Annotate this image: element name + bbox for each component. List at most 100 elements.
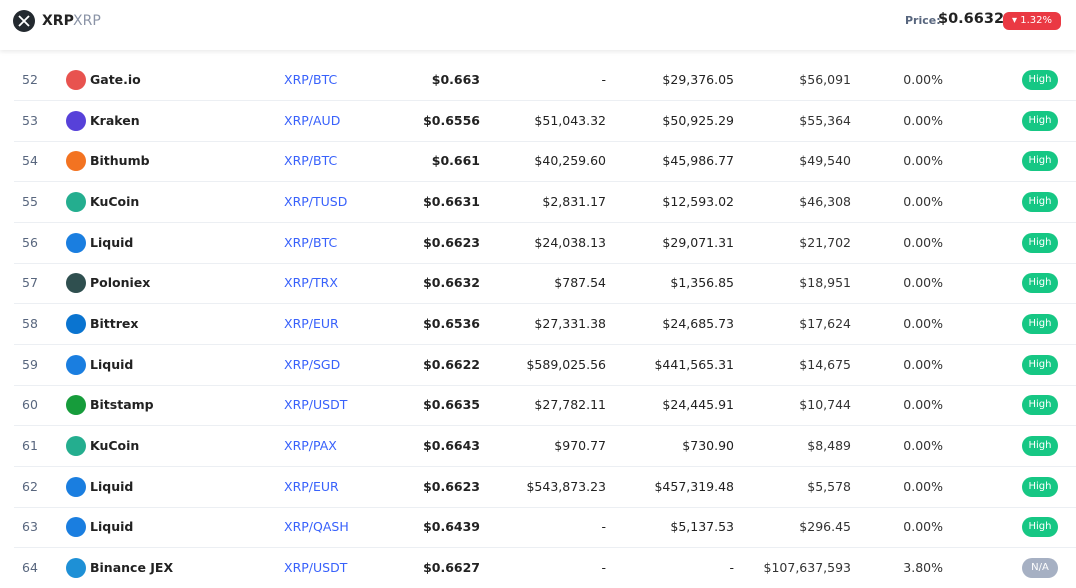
price: $0.6556 (423, 112, 480, 128)
table-row: 59 Liquid XRP/SGD $0.6622 $589,025.56 $441,56… (14, 345, 1076, 386)
depth-minus: $12,593.02 (662, 194, 734, 209)
table-row: 62 Liquid XRP/EUR $0.6623 $543,873.23 $457,31… (14, 467, 1076, 508)
volume: $46,308 (799, 194, 851, 209)
exchange-name[interactable]: KuCoin (90, 194, 140, 209)
confidence-badge: High (1022, 395, 1058, 416)
depth-plus: $543,873.23 (526, 478, 606, 494)
exchange-icon (66, 273, 86, 294)
logo (13, 10, 35, 32)
exchange-name[interactable]: Liquid (90, 356, 134, 372)
depth-plus: - (601, 519, 606, 535)
table-row: 56 Liquid XRP/BTC $0.6623 $24,038.13 $29,071.… (14, 223, 1076, 264)
depth-minus: - (729, 560, 734, 576)
volume: $55,364 (799, 112, 851, 128)
table-row: 53 Kraken XRP/AUD $0.6556 $51,043.32 $50,925.… (14, 101, 1076, 142)
price: $0.6631 (423, 194, 480, 209)
volume: $21,702 (799, 234, 851, 250)
pair[interactable]: XRP/USDT (284, 560, 348, 576)
exchange-name[interactable]: Bitstamp (90, 397, 154, 413)
pair[interactable]: XRP/BTC (284, 153, 338, 169)
volume: $17,624 (799, 316, 851, 332)
volume: $10,744 (799, 397, 851, 413)
volume-percent: 0.00% (903, 234, 943, 250)
confidence-badge: High (1022, 476, 1058, 497)
volume: $56,091 (799, 72, 851, 87)
table-row: 60 Bitstamp XRP/USDT $0.6635 $27,782.11 $24,4… (14, 385, 1076, 427)
rank: 62 (22, 478, 38, 494)
change-badge: ▾ 1.32% (1003, 12, 1061, 30)
price: $0.6632 (423, 275, 480, 291)
exchange-name[interactable]: KuCoin (90, 438, 140, 454)
depth-plus: $24,038.13 (534, 234, 606, 250)
exchange-name[interactable]: Liquid (90, 519, 134, 535)
price: $0.6632 (938, 11, 1005, 27)
volume-percent: 0.00% (903, 72, 943, 87)
exchange-name[interactable]: Poloniex (90, 275, 151, 291)
volume-percent: 0.00% (903, 519, 943, 535)
exchange-icon (66, 70, 86, 90)
volume: $49,540 (799, 153, 851, 169)
exchange-name[interactable]: Bithumb (90, 153, 150, 169)
confidence-badge: High (1022, 354, 1058, 375)
volume-percent: 0.00% (903, 194, 943, 209)
volume-percent: 0.00% (903, 438, 943, 454)
change-value: 1.32% (1020, 15, 1052, 26)
exchange-name[interactable]: Binance JEX (90, 560, 174, 576)
pair[interactable]: XRP/EUR (284, 478, 339, 494)
price: $0.6622 (423, 356, 480, 372)
depth-plus: - (601, 72, 606, 87)
coin-symbol: XRP (42, 13, 74, 29)
pair[interactable]: XRP/QASH (284, 519, 349, 535)
depth-plus: $787.54 (554, 275, 606, 291)
exchange-name[interactable]: Liquid (90, 478, 134, 494)
pair[interactable]: XRP/TUSD (284, 194, 348, 209)
rank: 55 (22, 194, 38, 209)
pair[interactable]: XRP/PAX (284, 438, 337, 454)
depth-minus: $5,137.53 (670, 519, 734, 535)
rank: 60 (22, 397, 38, 413)
depth-minus: $457,319.48 (654, 478, 734, 494)
exchange-name[interactable]: Liquid (90, 234, 134, 250)
exchange-name[interactable]: Kraken (90, 112, 140, 128)
pair[interactable]: XRP/USDT (284, 397, 348, 413)
exchange-icon (66, 517, 86, 538)
header: XRP XRP Price: $0.6632 ▾ 1.32% (0, 0, 1076, 50)
rank: 61 (22, 438, 38, 454)
exchange-name[interactable]: Bittrex (90, 316, 139, 332)
pair[interactable]: XRP/SGD (284, 356, 341, 372)
depth-minus: $50,925.29 (662, 112, 734, 128)
pair[interactable]: XRP/EUR (284, 316, 339, 332)
volume-percent: 0.00% (903, 112, 943, 128)
volume: $5,578 (807, 478, 851, 494)
confidence-badge: High (1022, 192, 1058, 212)
exchange-name[interactable]: Gate.io (90, 72, 141, 87)
confidence-badge: High (1022, 273, 1058, 294)
depth-minus: $1,356.85 (670, 275, 734, 291)
exchange-icon (66, 314, 86, 335)
depth-minus: $24,685.73 (662, 316, 734, 332)
exchange-icon (66, 476, 86, 497)
table-row: 64 Binance JEX XRP/USDT $0.6627 - - $107,637,5… (14, 548, 1076, 588)
pair[interactable]: XRP/BTC (284, 234, 338, 250)
volume-percent: 0.00% (903, 356, 943, 372)
pair[interactable]: XRP/AUD (284, 112, 341, 128)
rank: 64 (22, 560, 38, 576)
depth-minus: $24,445.91 (662, 397, 734, 413)
volume: $296.45 (799, 519, 851, 535)
price: $0.6627 (423, 560, 480, 576)
depth-plus: $27,782.11 (534, 397, 606, 413)
table-row: 55 KuCoin XRP/TUSD $0.6631 $2,831.17 $12,593.… (14, 182, 1076, 223)
pair[interactable]: XRP/BTC (284, 72, 338, 87)
coin-name: XRP (73, 13, 101, 29)
confidence-badge: High (1022, 70, 1058, 90)
price: $0.663 (431, 72, 480, 87)
table-row: 52 Gate.io XRP/BTC $0.663 - $29,376.05 $56,091… (14, 60, 1076, 101)
volume-percent: 0.00% (903, 316, 943, 332)
pair[interactable]: XRP/TRX (284, 275, 338, 291)
exchange-icon (66, 558, 86, 579)
exchange-icon (66, 436, 86, 457)
depth-plus: $40,259.60 (534, 153, 606, 169)
confidence-badge: High (1022, 151, 1058, 172)
depth-minus: $45,986.77 (662, 153, 734, 169)
